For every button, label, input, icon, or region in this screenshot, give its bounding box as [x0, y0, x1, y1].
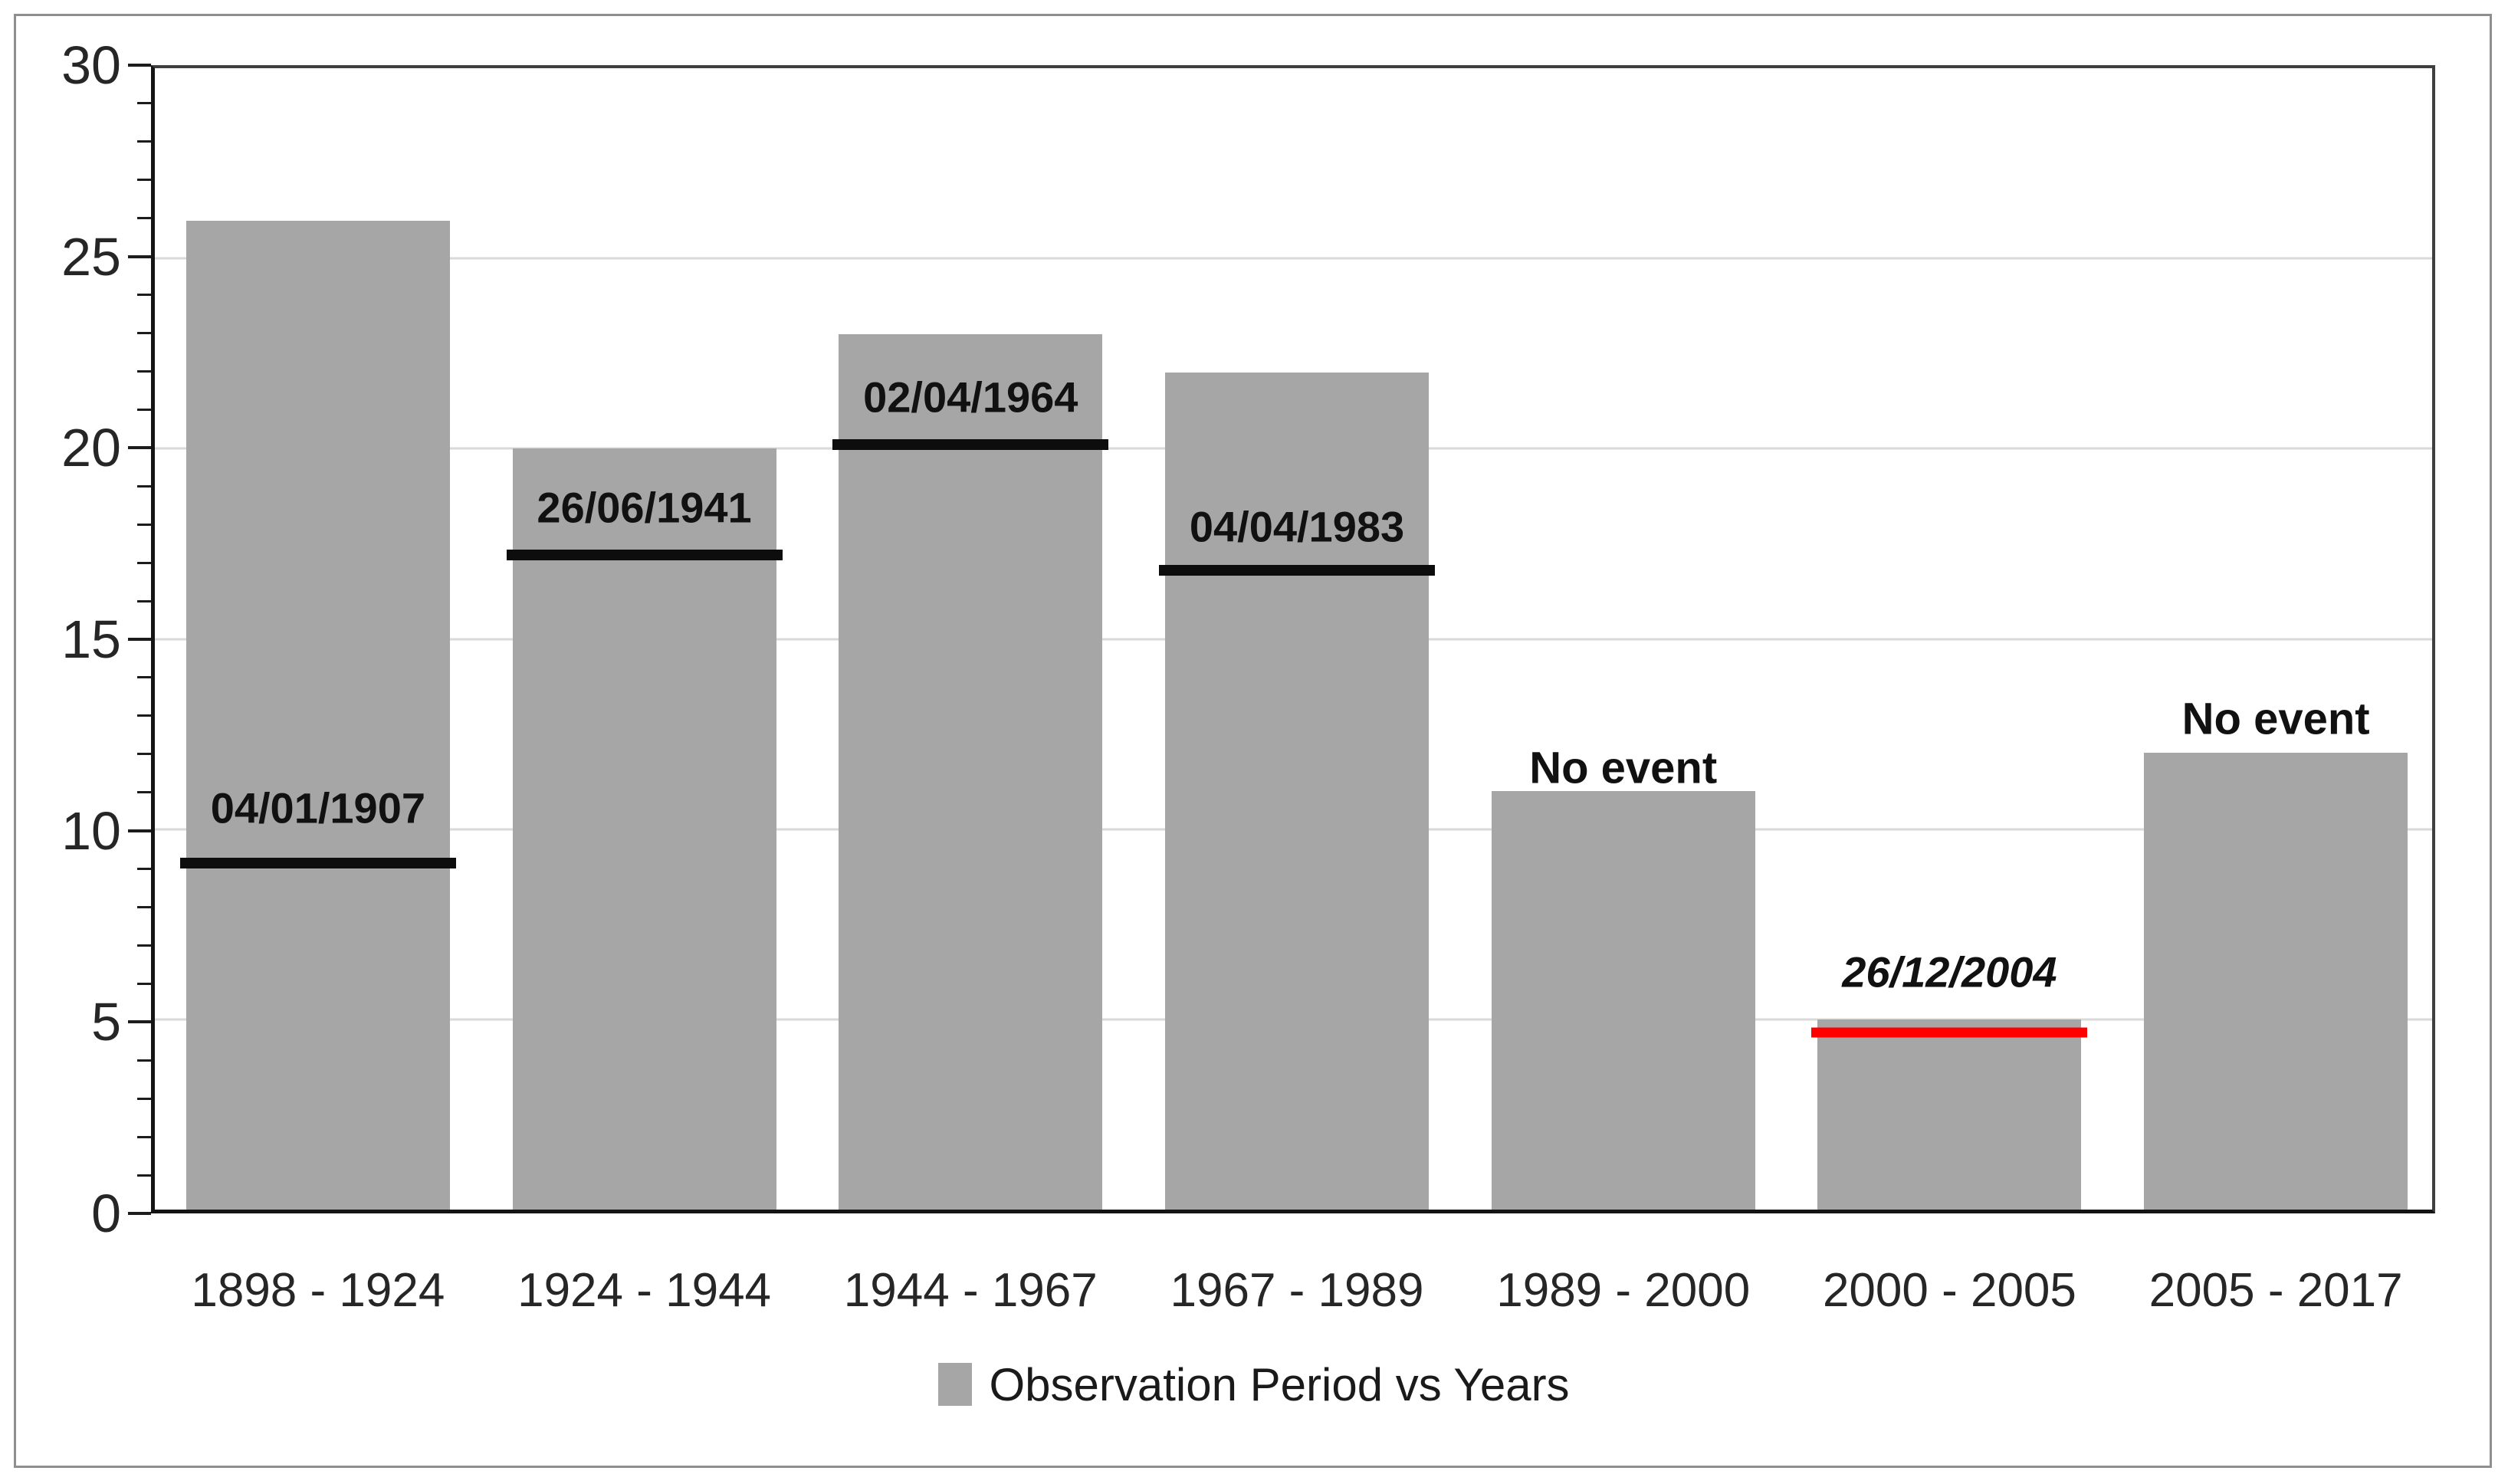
y-tick: [137, 1097, 151, 1100]
legend-label: Observation Period vs Years: [989, 1358, 1570, 1410]
y-tick-label: 25: [61, 226, 121, 287]
y-tick: [137, 140, 151, 143]
event-date-label: 02/04/1964: [863, 373, 1078, 422]
y-tick: [128, 254, 151, 258]
y-tick: [137, 408, 151, 411]
y-tick: [137, 1135, 151, 1138]
y-tick: [137, 753, 151, 756]
y-tick-label: 15: [61, 609, 121, 669]
y-tick-label: 10: [61, 800, 121, 861]
y-tick: [137, 294, 151, 297]
x-tick-label: 2005 - 2017: [2149, 1264, 2403, 1317]
y-tick: [137, 868, 151, 871]
y-tick: [128, 829, 151, 832]
y-tick: [137, 179, 151, 182]
y-tick: [128, 446, 151, 450]
y-tick-label: 30: [61, 35, 121, 95]
event-line: [506, 550, 783, 561]
y-tick: [137, 1174, 151, 1177]
legend: Observation Period vs Years: [0, 1352, 2508, 1417]
bar: [1817, 1019, 2082, 1210]
bar: [839, 334, 1103, 1210]
event-date-label: 04/01/1907: [210, 783, 425, 832]
x-tick-label: 1967 - 1989: [1170, 1264, 1424, 1317]
plot-area: 04/01/1907 26/06/1941 02/04/1964 04/04/1983…: [151, 65, 2435, 1213]
y-tick: [137, 982, 151, 985]
event-line: [1811, 1027, 2088, 1038]
y-tick: [137, 484, 151, 488]
y-tick: [128, 64, 151, 67]
x-tick-label: 1924 - 1944: [517, 1264, 772, 1317]
bar: [2144, 753, 2408, 1210]
event-line: [832, 439, 1109, 451]
y-tick: [137, 523, 151, 526]
y-tick: [137, 599, 151, 602]
y-tick: [137, 791, 151, 794]
y-tick: [137, 217, 151, 220]
y-tick-label: 0: [91, 1184, 121, 1243]
legend-swatch-icon: [938, 1363, 973, 1406]
event-date-label: 26/06/1941: [537, 483, 752, 532]
x-tick-label: 1898 - 1924: [191, 1264, 445, 1317]
y-tick-label: 20: [61, 418, 121, 478]
y-tick: [137, 102, 151, 105]
bar: [185, 220, 450, 1210]
y-tick: [128, 638, 151, 641]
y-tick: [137, 944, 151, 947]
y-tick: [137, 1059, 151, 1062]
event-line: [1159, 565, 1435, 576]
gridline: [155, 257, 2432, 260]
x-tick-label: 1944 - 1967: [843, 1264, 1098, 1317]
y-tick: [137, 561, 151, 564]
y-tick: [137, 369, 151, 373]
no-event-label: No event: [2181, 694, 2370, 744]
event-date-label: 04/04/1983: [1189, 502, 1405, 551]
no-event-label: No event: [1529, 743, 1718, 793]
y-tick: [128, 1212, 151, 1215]
x-tick-label: 2000 - 2005: [1822, 1264, 2076, 1317]
bar: [512, 448, 776, 1210]
bar: [1165, 373, 1429, 1210]
bar: [1491, 791, 1755, 1210]
event-date-label: 26/12/2004: [1842, 947, 2057, 996]
y-tick: [137, 676, 151, 679]
y-tick: [137, 714, 151, 717]
y-tick: [128, 1020, 151, 1024]
y-tick-label: 5: [91, 992, 121, 1052]
event-line: [179, 858, 456, 869]
y-tick: [137, 906, 151, 909]
x-tick-label: 1989 - 2000: [1496, 1264, 1751, 1317]
y-tick: [137, 332, 151, 335]
